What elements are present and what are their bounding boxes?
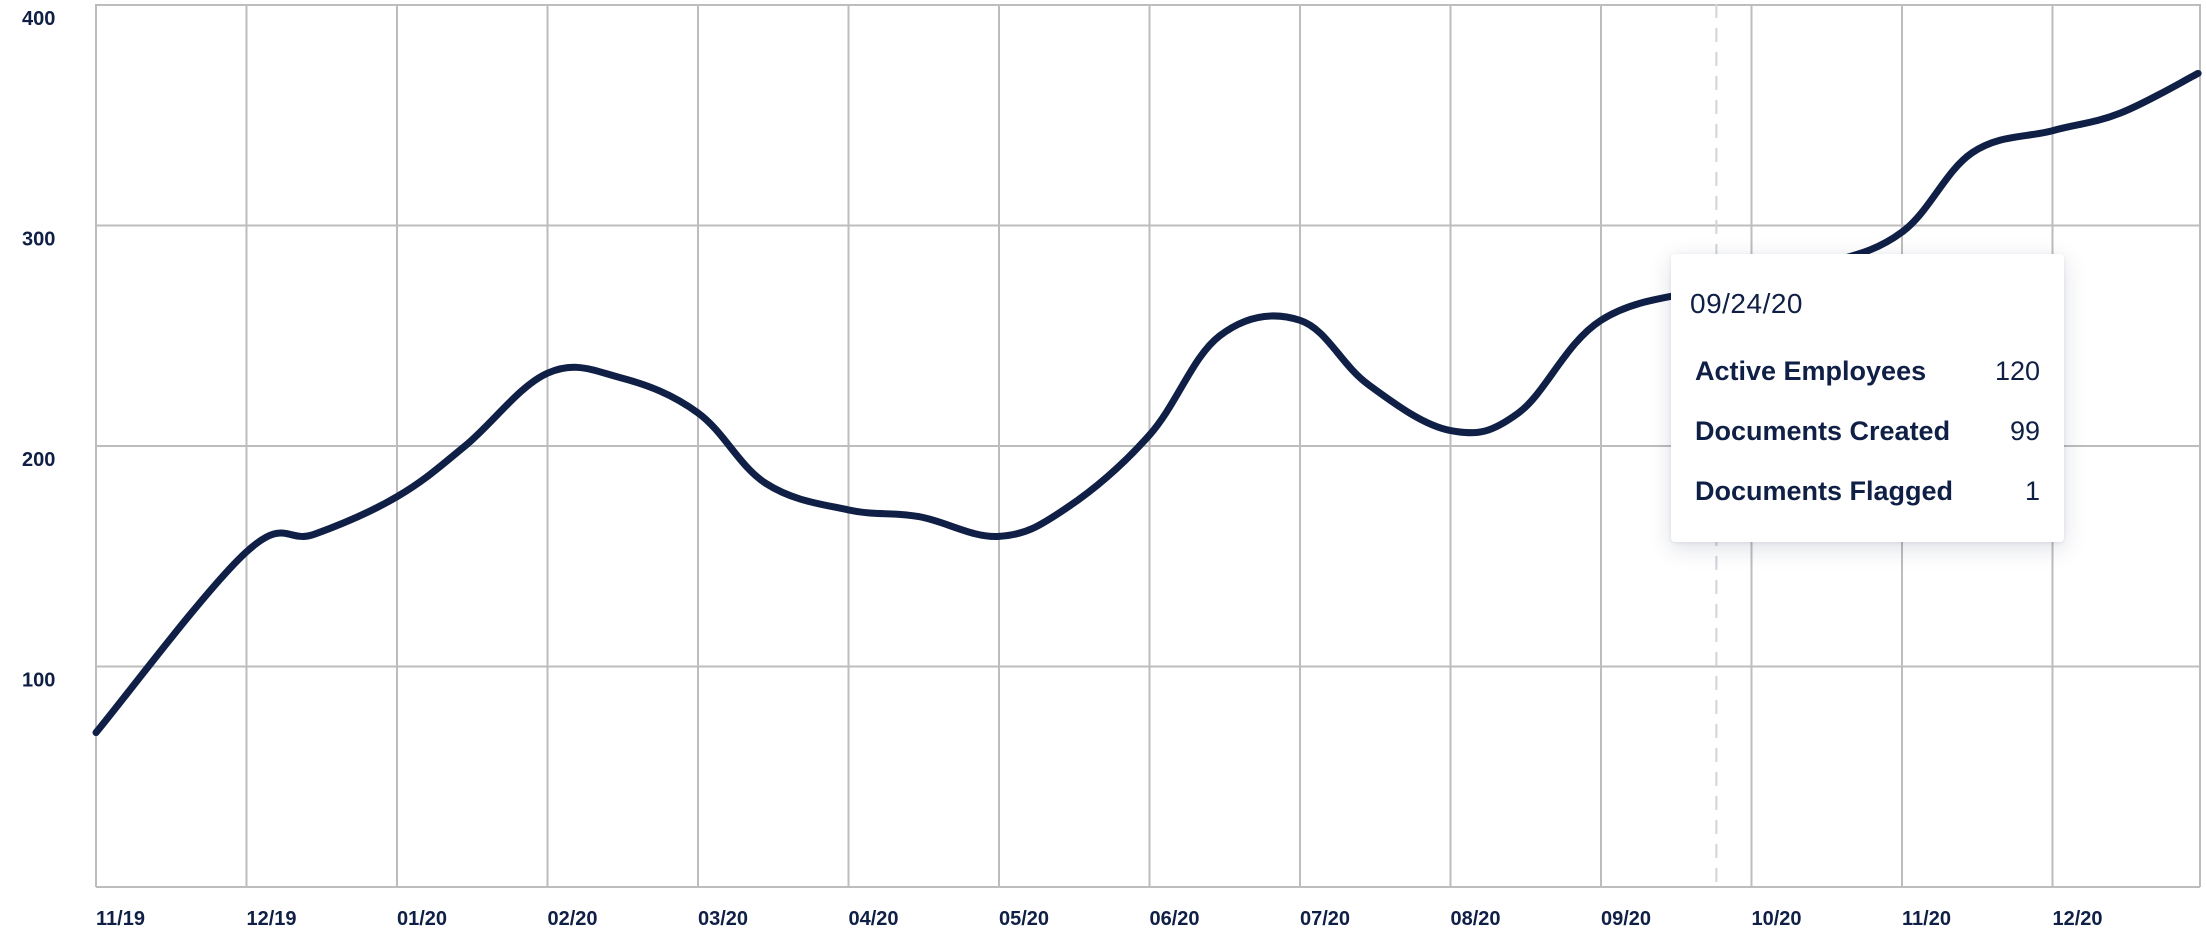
tooltip-row-documents-created: Documents Created 99	[1695, 414, 2040, 448]
y-tick-label: 400	[22, 8, 55, 30]
tooltip-row-value: 99	[2009, 415, 2040, 446]
tooltip-row-label: Documents Flagged	[1695, 475, 1954, 506]
x-tick-label: 08/20	[1451, 908, 1501, 930]
tooltip-row-documents-flagged: Documents Flagged 1	[1695, 474, 2040, 508]
y-axis-ticks: 400 300 200 100	[22, 8, 55, 692]
x-tick-label: 11/20	[1902, 908, 1951, 930]
x-tick-label: 02/20	[548, 908, 598, 930]
x-tick-label: 06/20	[1150, 908, 1200, 930]
x-tick-label: 03/20	[698, 908, 748, 930]
x-tick-label: 01/20	[397, 908, 447, 930]
series-line	[92, 69, 2202, 737]
y-tick-label: 100	[22, 670, 55, 692]
x-tick-label: 04/20	[849, 908, 899, 930]
x-tick-label: 05/20	[999, 908, 1049, 930]
y-tick-label: 200	[22, 449, 55, 471]
x-tick-label: 11/19	[96, 908, 145, 930]
x-tick-label: 10/20	[1752, 908, 1802, 930]
y-tick-label: 300	[22, 229, 55, 251]
tooltip-date: 09/24/20	[1690, 288, 1803, 319]
tooltip-row-value: 1	[2024, 475, 2040, 506]
tooltip-row-value: 120	[1994, 355, 2040, 386]
tooltip-row-label: Active Employees	[1695, 355, 1927, 386]
tooltip-row-label: Documents Created	[1695, 415, 1951, 446]
tooltip-row-active-employees: Active Employees 120	[1695, 354, 2040, 388]
x-tick-label: 09/20	[1601, 908, 1651, 930]
tooltip: 09/24/20 Active Employees 120 Documents …	[1671, 254, 2064, 542]
x-tick-label: 07/20	[1300, 908, 1350, 930]
x-tick-label: 12/19	[247, 908, 297, 930]
x-axis-ticks: 11/19 12/19 01/20 02/20 03/20 04/20 05/20 06/20…	[96, 908, 2103, 930]
x-tick-label: 12/20	[2053, 908, 2103, 930]
